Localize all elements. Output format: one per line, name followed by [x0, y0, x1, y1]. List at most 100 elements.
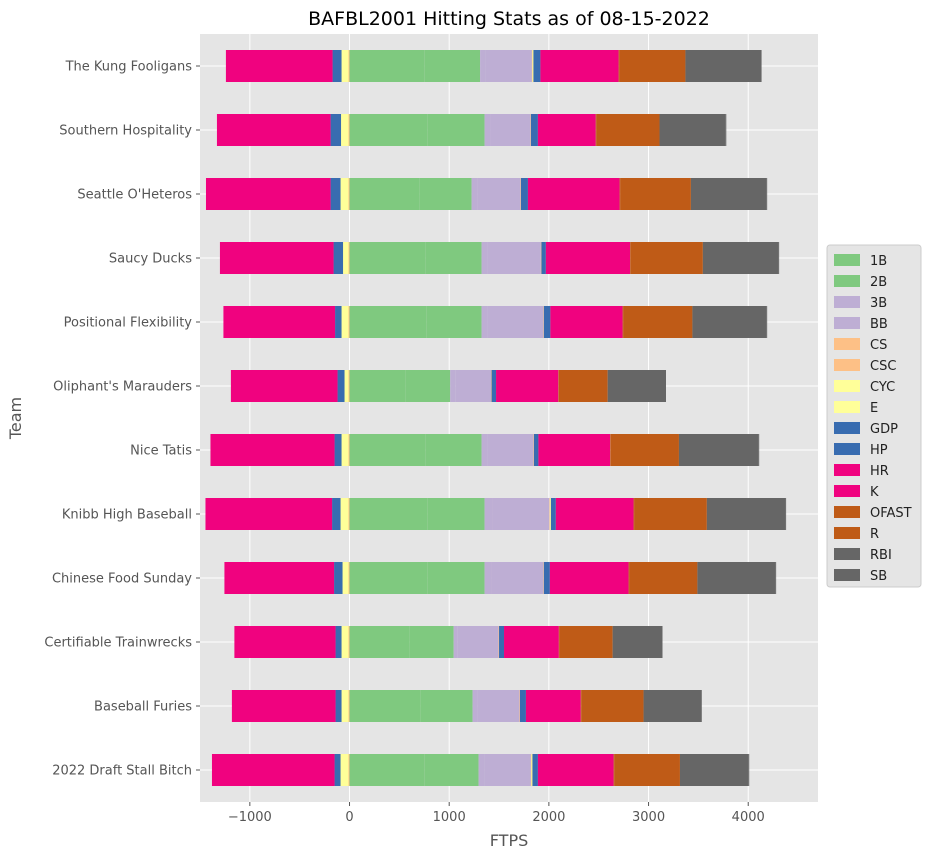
bar-segment-e — [340, 754, 349, 786]
legend-swatch — [834, 401, 860, 413]
bar-segment-e — [340, 178, 349, 210]
bar-segment-gdp — [332, 50, 342, 82]
bar-segment-r — [614, 754, 680, 786]
bar-segment-rbi — [706, 498, 786, 530]
bar-segment-1b — [349, 114, 428, 146]
bar-segment-bb — [485, 50, 532, 82]
bar-segment-rbi — [679, 754, 749, 786]
bar-segment-r — [619, 50, 686, 82]
bar-segment-2b — [424, 50, 481, 82]
bar-segment-cs — [348, 114, 350, 146]
x-tick-label: −1000 — [228, 810, 272, 825]
plot-background — [200, 34, 818, 802]
legend-swatch — [834, 338, 860, 350]
y-tick-label: Knibb High Baseball — [62, 508, 192, 523]
x-axis-ticks: −1000 0 1000 2000 3000 4000 — [228, 802, 765, 825]
bar-segment-hr — [540, 50, 619, 82]
bar-segment-3b — [481, 242, 488, 274]
x-tick-label: 3000 — [632, 810, 665, 825]
x-tick-label: 0 — [345, 810, 353, 825]
bar-segment-2b — [427, 498, 485, 530]
bar-segment-rbi — [643, 690, 702, 722]
x-tick-label: 4000 — [732, 810, 765, 825]
bar-segment-2b — [427, 562, 485, 594]
y-tick-label: 2022 Draft Stall Bitch — [52, 764, 192, 779]
bar-segment-3b — [484, 562, 492, 594]
y-axis-ticks: 2022 Draft Stall Bitch Baseball Furies Cer… — [44, 60, 200, 779]
y-tick-label: Seattle O'Heteros — [77, 188, 192, 203]
bar-segment-cs — [348, 498, 350, 530]
bar-segment-k — [216, 114, 331, 146]
legend-swatch — [834, 296, 860, 308]
bar-segment-3b — [472, 690, 478, 722]
bar-segment-1b — [349, 242, 426, 274]
bar-segment-gdp — [335, 626, 342, 658]
y-tick-label: Certifiable Trainwrecks — [44, 636, 192, 651]
legend-swatch — [834, 254, 860, 266]
bar-segment-bb — [490, 114, 531, 146]
bar-segment-2b — [424, 754, 479, 786]
bar-segment-gdp — [337, 370, 345, 402]
bar-segment-k — [205, 178, 331, 210]
bar-segment-gdp — [330, 114, 342, 146]
legend-swatch — [834, 464, 860, 476]
y-tick-label: The Kung Fooligans — [65, 60, 193, 75]
bar-segment-hp — [519, 690, 526, 722]
legend-frame — [826, 244, 922, 588]
bars — [205, 50, 787, 786]
bar-segment-2b — [405, 370, 451, 402]
chart-title: BAFBL2001 Hitting Stats as of 08-15-2022 — [308, 8, 710, 30]
bar-segment-k — [225, 50, 333, 82]
y-tick-label: Saucy Ducks — [109, 252, 192, 267]
legend-swatch — [834, 443, 860, 455]
bar-segment-2b — [419, 178, 472, 210]
bar-segment-3b — [450, 370, 456, 402]
bar-segment-1b — [349, 434, 426, 466]
bar-segment-hr — [550, 306, 623, 338]
bar-segment-rbi — [659, 114, 726, 146]
bar-segment-3b — [480, 50, 486, 82]
bar-segment-bb — [477, 178, 521, 210]
bar-segment-bb — [492, 498, 550, 530]
bar-segment-e — [341, 50, 349, 82]
legend-label: SB — [870, 569, 887, 584]
bar-segment-gdp — [334, 562, 343, 594]
bar-segment-gdp — [333, 242, 344, 274]
bar-segment-r — [596, 114, 660, 146]
bar-segment-rbi — [678, 434, 759, 466]
legend-swatch — [834, 380, 860, 392]
bar-segment-k — [230, 370, 338, 402]
bar-segment-hp — [543, 562, 550, 594]
bar-segment-cs — [348, 754, 350, 786]
bar-segment-gdp — [335, 306, 342, 338]
legend-swatch — [834, 317, 860, 329]
bar-segment-hp — [520, 178, 528, 210]
bar-segment-r — [629, 562, 698, 594]
legend-label: BB — [870, 317, 888, 332]
bar-segment-e — [341, 434, 349, 466]
y-tick-label: Southern Hospitality — [59, 124, 192, 139]
bar-segment-3b — [481, 306, 488, 338]
bar-segment-e — [342, 562, 349, 594]
bar-segment-hp — [543, 306, 551, 338]
bar-segment-r — [610, 434, 679, 466]
bar-segment-e — [343, 242, 349, 274]
legend-swatch — [834, 359, 860, 371]
bar-segment-gdp — [330, 178, 341, 210]
bar-segment-gdp — [334, 754, 341, 786]
y-axis-label: Team — [6, 397, 25, 440]
bar-segment-2b — [425, 434, 482, 466]
bar-segment-hp — [491, 370, 497, 402]
legend-label: E — [870, 401, 878, 416]
y-tick-label: Nice Tatis — [130, 444, 192, 459]
bar-segment-e — [341, 114, 349, 146]
bar-segment-1b — [349, 306, 427, 338]
bar-segment-rbi — [607, 370, 666, 402]
bar-segment-bb — [477, 690, 520, 722]
bar-segment-cs — [348, 370, 350, 402]
legend-label: CS — [870, 338, 887, 353]
bar-segment-3b — [471, 178, 478, 210]
bar-segment-hr — [549, 562, 629, 594]
bar-segment-k — [211, 754, 335, 786]
